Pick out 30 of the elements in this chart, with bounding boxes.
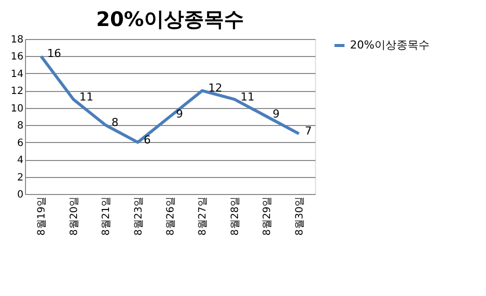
data-label: 9 bbox=[272, 108, 280, 120]
y-tick-label: 4 bbox=[17, 155, 24, 166]
y-tick-label: 0 bbox=[17, 190, 24, 200]
x-tick-label: 8월21일 bbox=[101, 196, 112, 236]
x-tick-label: 8월20일 bbox=[68, 196, 80, 236]
y-tick-label: 16 bbox=[10, 52, 24, 63]
x-tick-label: 8월28일 bbox=[230, 196, 241, 236]
x-tick-label: 8월26일 bbox=[166, 196, 176, 236]
y-tick-label: 14 bbox=[10, 68, 24, 80]
data-label: 11 bbox=[79, 90, 94, 104]
data-label: 6 bbox=[144, 133, 151, 146]
x-tick-label: 8월30일 bbox=[294, 196, 306, 236]
data-label: 8 bbox=[112, 116, 119, 130]
data-label: 12 bbox=[208, 82, 222, 95]
y-tick-label: 6 bbox=[17, 138, 24, 149]
x-tick-label: 8월23일 bbox=[133, 196, 144, 236]
x-tick-label: 8월19일 bbox=[36, 196, 48, 236]
x-tick-label: 8월27일 bbox=[198, 196, 209, 236]
data-label: 11 bbox=[240, 90, 254, 104]
x-tick-label: 8월29일 bbox=[262, 196, 274, 236]
data-label: 9 bbox=[176, 108, 183, 120]
y-tick-label: 10 bbox=[10, 103, 24, 114]
data-label: 16 bbox=[47, 47, 62, 60]
y-tick-label: 2 bbox=[17, 172, 24, 184]
chart-title: 20%이상종목수 bbox=[96, 7, 244, 31]
y-tick-label: 12 bbox=[10, 86, 24, 98]
y-tick-label: 8 bbox=[17, 120, 24, 132]
y-tick-label: 18 bbox=[10, 34, 24, 46]
legend-label: 20%이상종목수 bbox=[350, 38, 430, 52]
data-label: 7 bbox=[304, 124, 312, 138]
